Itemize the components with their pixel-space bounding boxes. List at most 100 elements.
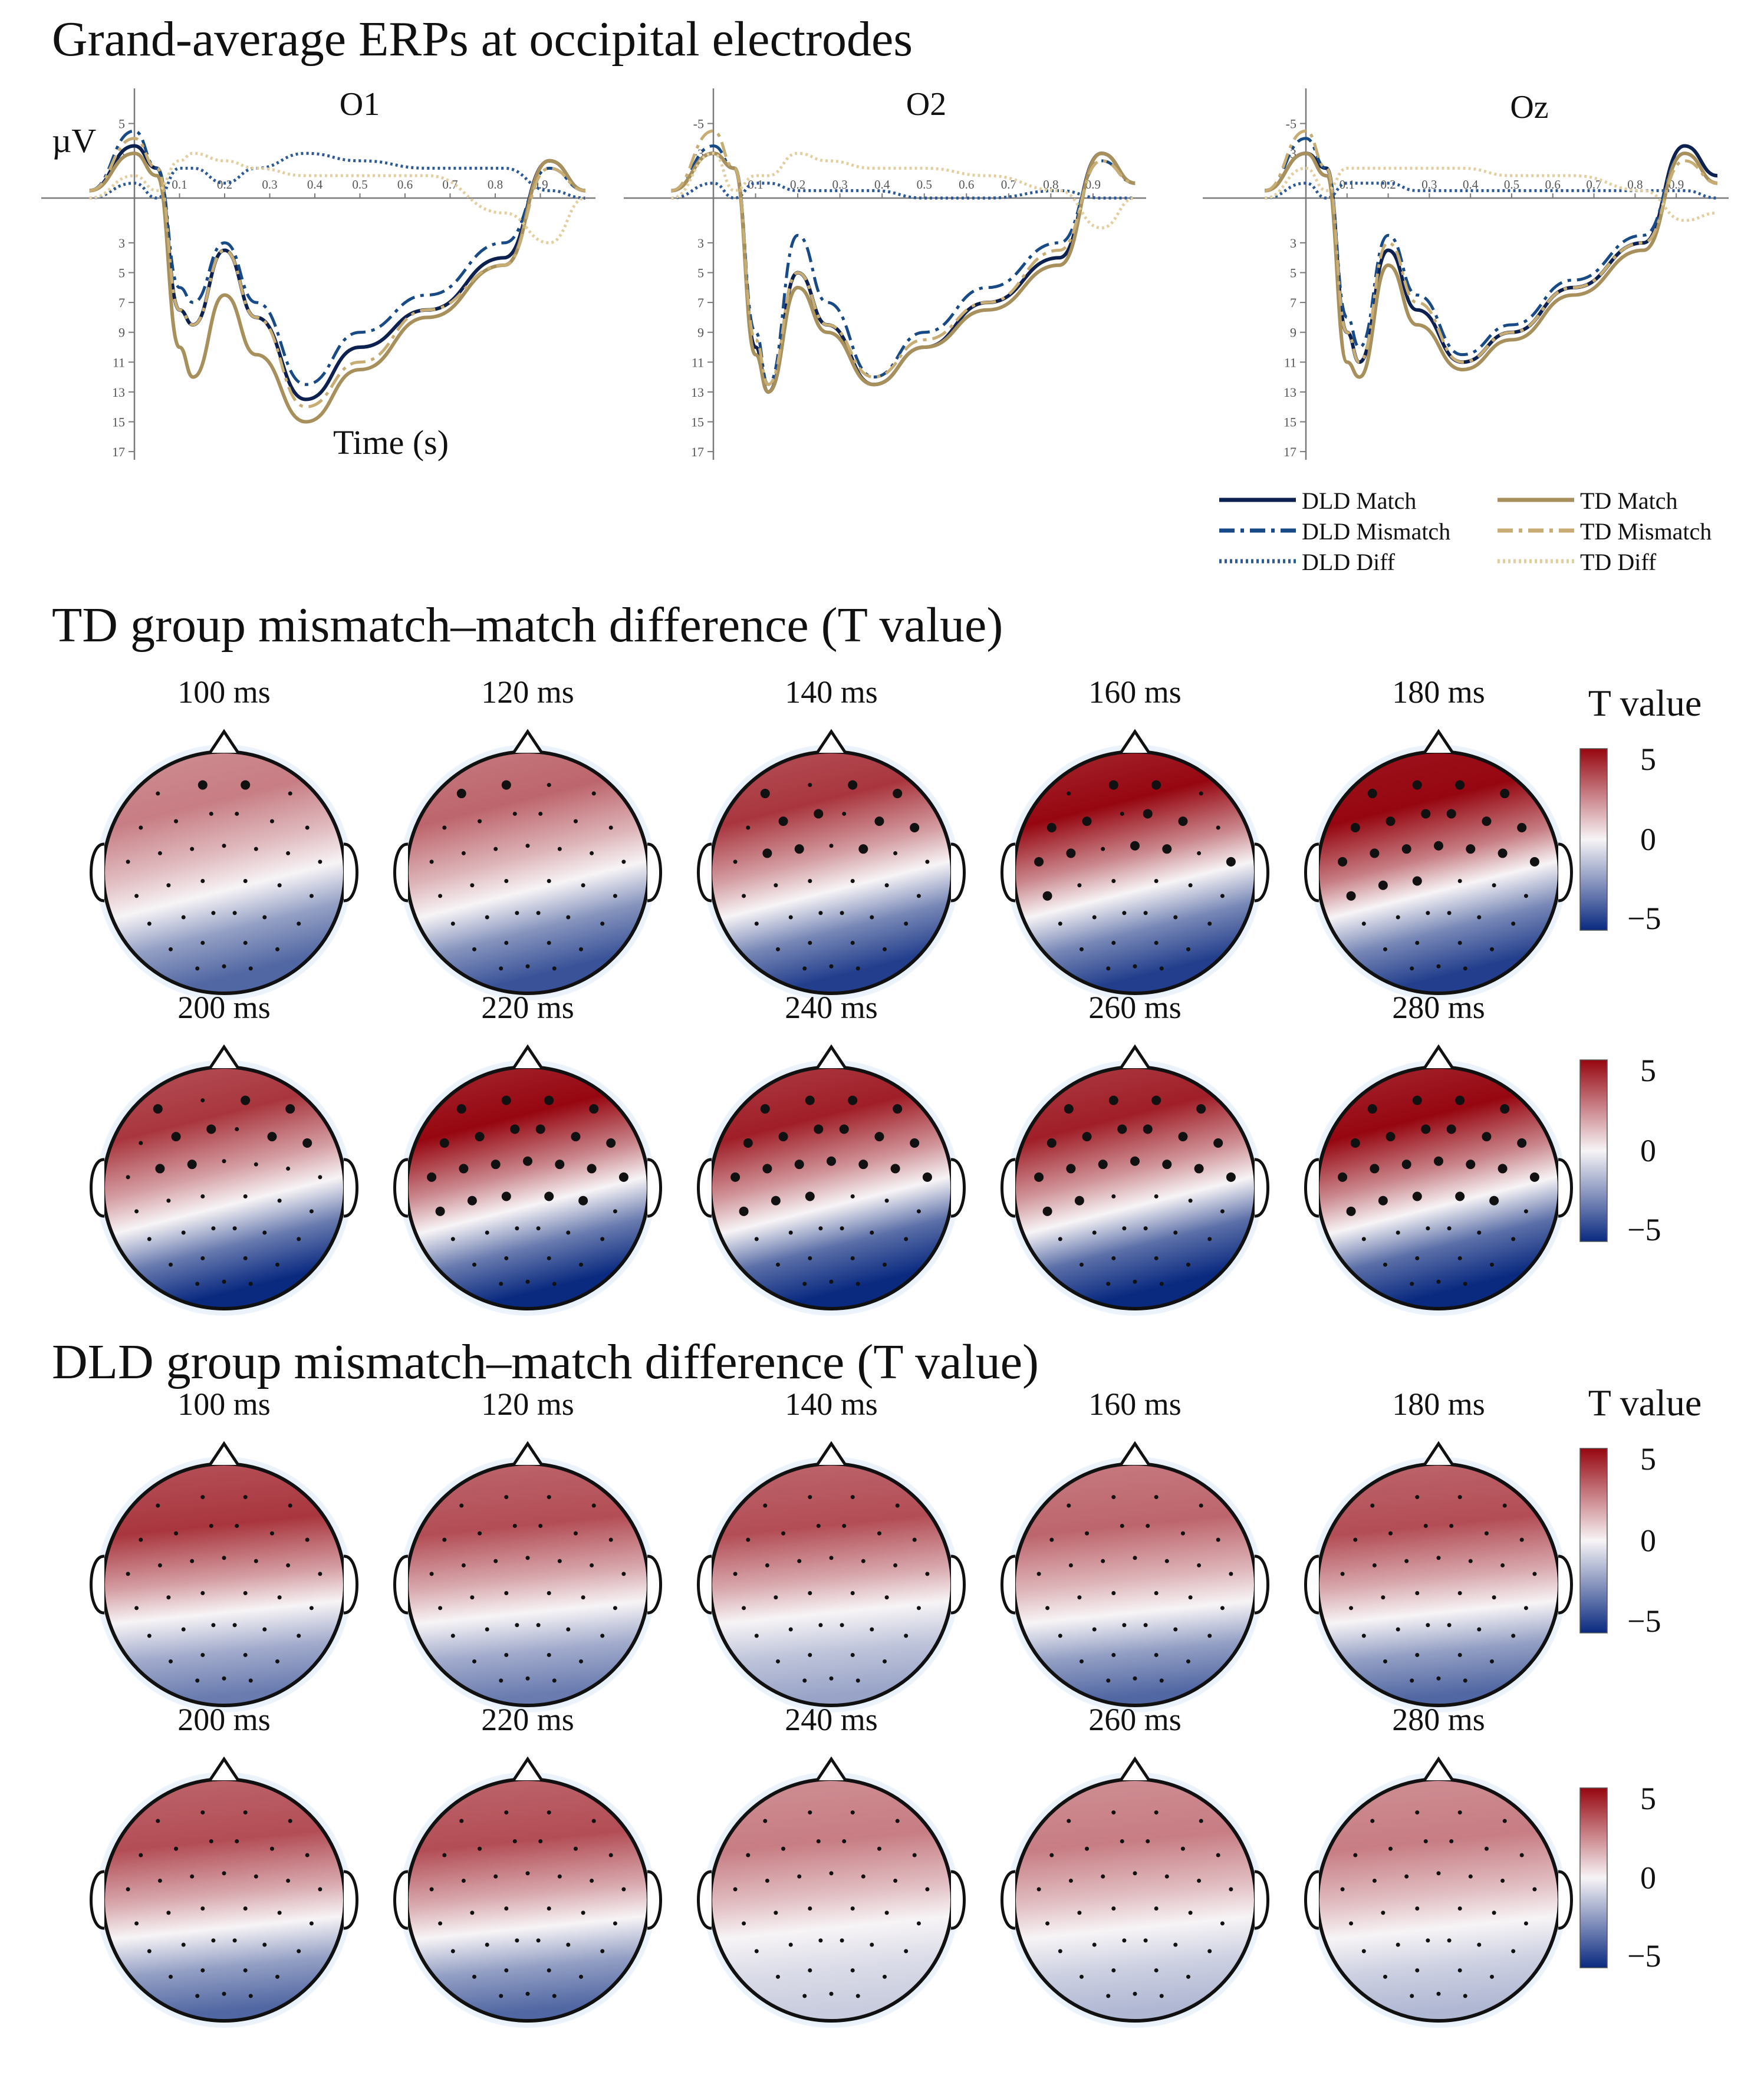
electrode: [1173, 1230, 1178, 1235]
series-line-td-diff: [671, 152, 1136, 230]
significant-electrode: [1338, 1172, 1348, 1182]
electrode: [450, 1949, 455, 1954]
topomap-time-label: 160 ms: [1088, 674, 1182, 710]
electrode: [579, 1262, 583, 1267]
electrode: [275, 1262, 279, 1267]
electrode: [235, 1523, 239, 1528]
electrode: [1188, 1198, 1193, 1203]
electrode: [243, 1256, 248, 1260]
electrode: [547, 1810, 551, 1815]
head-map: [101, 750, 347, 995]
electrode: [1532, 1887, 1537, 1892]
electrode: [147, 1633, 152, 1638]
electrode: [275, 947, 279, 951]
electrode: [1457, 1495, 1462, 1500]
electrode: [855, 1282, 860, 1286]
electrode: [297, 921, 301, 926]
topomap-figure: 100 ms 120 ms 140 ms 160 ms 180 ms 200 ms 220 …: [90, 674, 1702, 2028]
electrode: [134, 1209, 139, 1214]
electrode: [1447, 1938, 1452, 1943]
significant-electrode: [1401, 1160, 1411, 1170]
electrode: [1216, 1853, 1220, 1858]
electrode: [590, 1563, 594, 1567]
significant-electrode: [1098, 1160, 1108, 1170]
electrode: [608, 825, 613, 830]
erp-legend: DLD Match DLD Mismatch DLD Diff TD Match TD …: [1219, 488, 1712, 575]
significant-electrode: [578, 1196, 588, 1206]
electrode: [485, 1230, 489, 1235]
y-tick-label: -5: [693, 117, 704, 131]
electrode: [904, 1633, 909, 1638]
electrode: [504, 1652, 509, 1657]
electrode: [499, 1994, 503, 1998]
electrode: [1180, 1531, 1185, 1536]
electrode: [818, 1938, 823, 1943]
electrode: [243, 1652, 248, 1657]
electrode: [883, 1974, 887, 1979]
electrode: [850, 940, 855, 945]
electrode: [305, 825, 310, 830]
electrode: [1085, 1531, 1090, 1536]
electrode: [829, 964, 834, 969]
electrode: [547, 1495, 551, 1500]
electrode: [1049, 1537, 1054, 1542]
electrode: [157, 851, 162, 855]
significant-electrode: [589, 1104, 599, 1114]
electrode: [1477, 1230, 1482, 1235]
electrode: [504, 940, 509, 945]
significant-electrode: [1370, 848, 1380, 858]
electrode: [1122, 911, 1127, 915]
nose-icon: [208, 729, 240, 754]
erp-panel-oz: 0.1 0.2 0.3 0.4 0.5 0.6 0.7 0.8 0.9-5-3357911131…: [1203, 88, 1729, 460]
significant-electrode: [435, 1206, 445, 1216]
nose-icon: [1119, 1044, 1151, 1069]
electrode: [174, 1846, 179, 1851]
significant-electrode: [778, 816, 788, 826]
electrode: [883, 1262, 887, 1267]
electrode: [195, 1678, 200, 1683]
nose-icon: [1423, 729, 1454, 754]
electrode: [297, 1237, 301, 1241]
y-tick-label: 17: [112, 444, 125, 459]
electrode: [742, 1921, 746, 1926]
nose-icon: [512, 729, 544, 754]
significant-electrode: [1130, 1156, 1140, 1166]
nose-icon: [208, 1441, 240, 1466]
right-ear-icon: [343, 842, 358, 903]
electrode: [818, 911, 823, 915]
y-tick-label: -5: [1286, 117, 1296, 131]
nose-icon: [815, 729, 847, 754]
electrode: [248, 1994, 253, 1998]
significant-electrode: [1412, 1191, 1422, 1201]
electrode: [222, 1159, 226, 1164]
electrode: [156, 1503, 160, 1508]
electrode: [850, 1194, 855, 1198]
series-line-dld-mismatch: [671, 144, 1136, 386]
significant-electrode: [1064, 1104, 1074, 1114]
electrode: [788, 1230, 793, 1235]
electrode: [1457, 1590, 1462, 1595]
right-ear-icon: [647, 842, 662, 903]
significant-electrode: [1346, 891, 1356, 901]
legend-item-td-match: TD Match: [1498, 488, 1678, 514]
electrode: [1490, 1659, 1494, 1664]
electrode: [254, 1559, 258, 1563]
electrode: [870, 1627, 874, 1632]
electrode: [485, 1942, 489, 1947]
electrode: [765, 1563, 769, 1567]
electrode: [1457, 1810, 1462, 1815]
electrode: [269, 1531, 274, 1536]
colorbar-3: T value 5 0 −5: [1579, 1382, 1702, 1639]
significant-electrode: [1482, 816, 1492, 826]
significant-electrode: [1162, 844, 1172, 854]
significant-electrode: [1196, 1104, 1206, 1114]
significant-electrode: [1446, 809, 1456, 819]
right-ear-icon: [343, 1555, 358, 1615]
significant-electrode: [467, 1196, 477, 1206]
electrode: [248, 966, 253, 971]
electrode: [1080, 1974, 1084, 1979]
electrode: [195, 1994, 200, 1998]
head-map: [1012, 1462, 1258, 1707]
electrode: [504, 1256, 509, 1260]
nose-icon: [1423, 1441, 1454, 1466]
